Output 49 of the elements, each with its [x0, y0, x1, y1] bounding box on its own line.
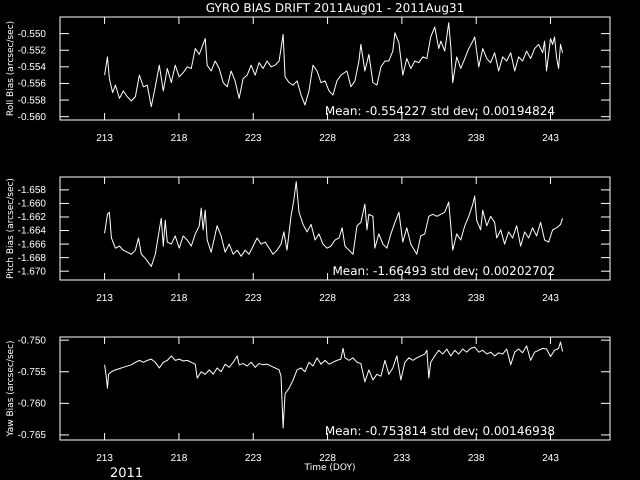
- x-tick-label: 238: [468, 293, 485, 304]
- x-tick-label: 233: [394, 293, 411, 304]
- x-tick-label: 218: [170, 133, 188, 144]
- x-tick-label: 233: [394, 133, 411, 144]
- y-tick-label: -1.668: [18, 252, 46, 264]
- y-tick-label: -0.560: [18, 112, 46, 123]
- annotation: Mean: -0.753814 std dev: 0.00146938: [324, 424, 555, 438]
- annotation: Mean: -0.554227 std dev: 0.00194824: [324, 104, 555, 118]
- y-axis-title: Pitch Bias (arcsec/sec): [6, 178, 16, 279]
- x-tick-label: 213: [96, 133, 114, 144]
- text: 2011: [110, 466, 144, 480]
- y-tick-label: -0.550: [18, 28, 46, 40]
- x-tick-label: 218: [170, 453, 188, 464]
- x-tick-label: 228: [319, 293, 336, 304]
- annotation: Mean: -1.66493 std dev: 0.00202702: [332, 264, 555, 278]
- x-tick-label: 233: [394, 453, 411, 464]
- y-tick-label: -0.755: [18, 366, 46, 378]
- y-tick-label: -1.660: [18, 198, 46, 210]
- y-tick-label: -0.554: [18, 62, 46, 74]
- x-tick-label: 213: [96, 293, 114, 304]
- x-tick-label: 223: [244, 293, 262, 304]
- line-series: [104, 22, 564, 108]
- x-tick-label: 218: [170, 293, 188, 304]
- y-tick-label: -1.662: [18, 212, 46, 224]
- y-axis-title: Roll Bias (arcsec/sec): [6, 20, 16, 116]
- x-tick-label: 223: [244, 453, 262, 464]
- y-tick-label: -1.666: [18, 239, 46, 250]
- x-tick-label: 223: [244, 133, 262, 144]
- y-tick-label: -1.670: [18, 266, 46, 278]
- y-tick-label: -0.760: [18, 398, 46, 410]
- y-tick-label: -0.556: [18, 78, 46, 90]
- x-tick-label: 243: [542, 133, 560, 144]
- x-tick-label: 228: [319, 453, 336, 464]
- y-tick-label: -1.658: [18, 185, 46, 196]
- x-tick-label: 243: [542, 453, 560, 464]
- y-tick-label: -0.765: [18, 430, 46, 442]
- y-tick-label: -0.558: [18, 95, 46, 106]
- x-tick-label: 228: [319, 133, 336, 144]
- y-tick-label: -1.664: [18, 226, 46, 237]
- x-tick-label: 213: [96, 453, 114, 464]
- x-tick-label: 238: [468, 453, 485, 464]
- chart-title: GYRO BIAS DRIFT 2011Aug01 - 2011Aug31: [206, 1, 464, 15]
- line-series: [104, 181, 564, 267]
- x-tick-label: 243: [542, 293, 560, 304]
- x-tick-label: 238: [468, 133, 485, 144]
- y-tick-label: -0.552: [18, 45, 46, 56]
- y-tick-label: -0.750: [18, 335, 46, 346]
- y-axis-title: Yaw Bias (arcsec/sec): [6, 340, 16, 438]
- x-axis-title: Time (DOY): [304, 463, 356, 473]
